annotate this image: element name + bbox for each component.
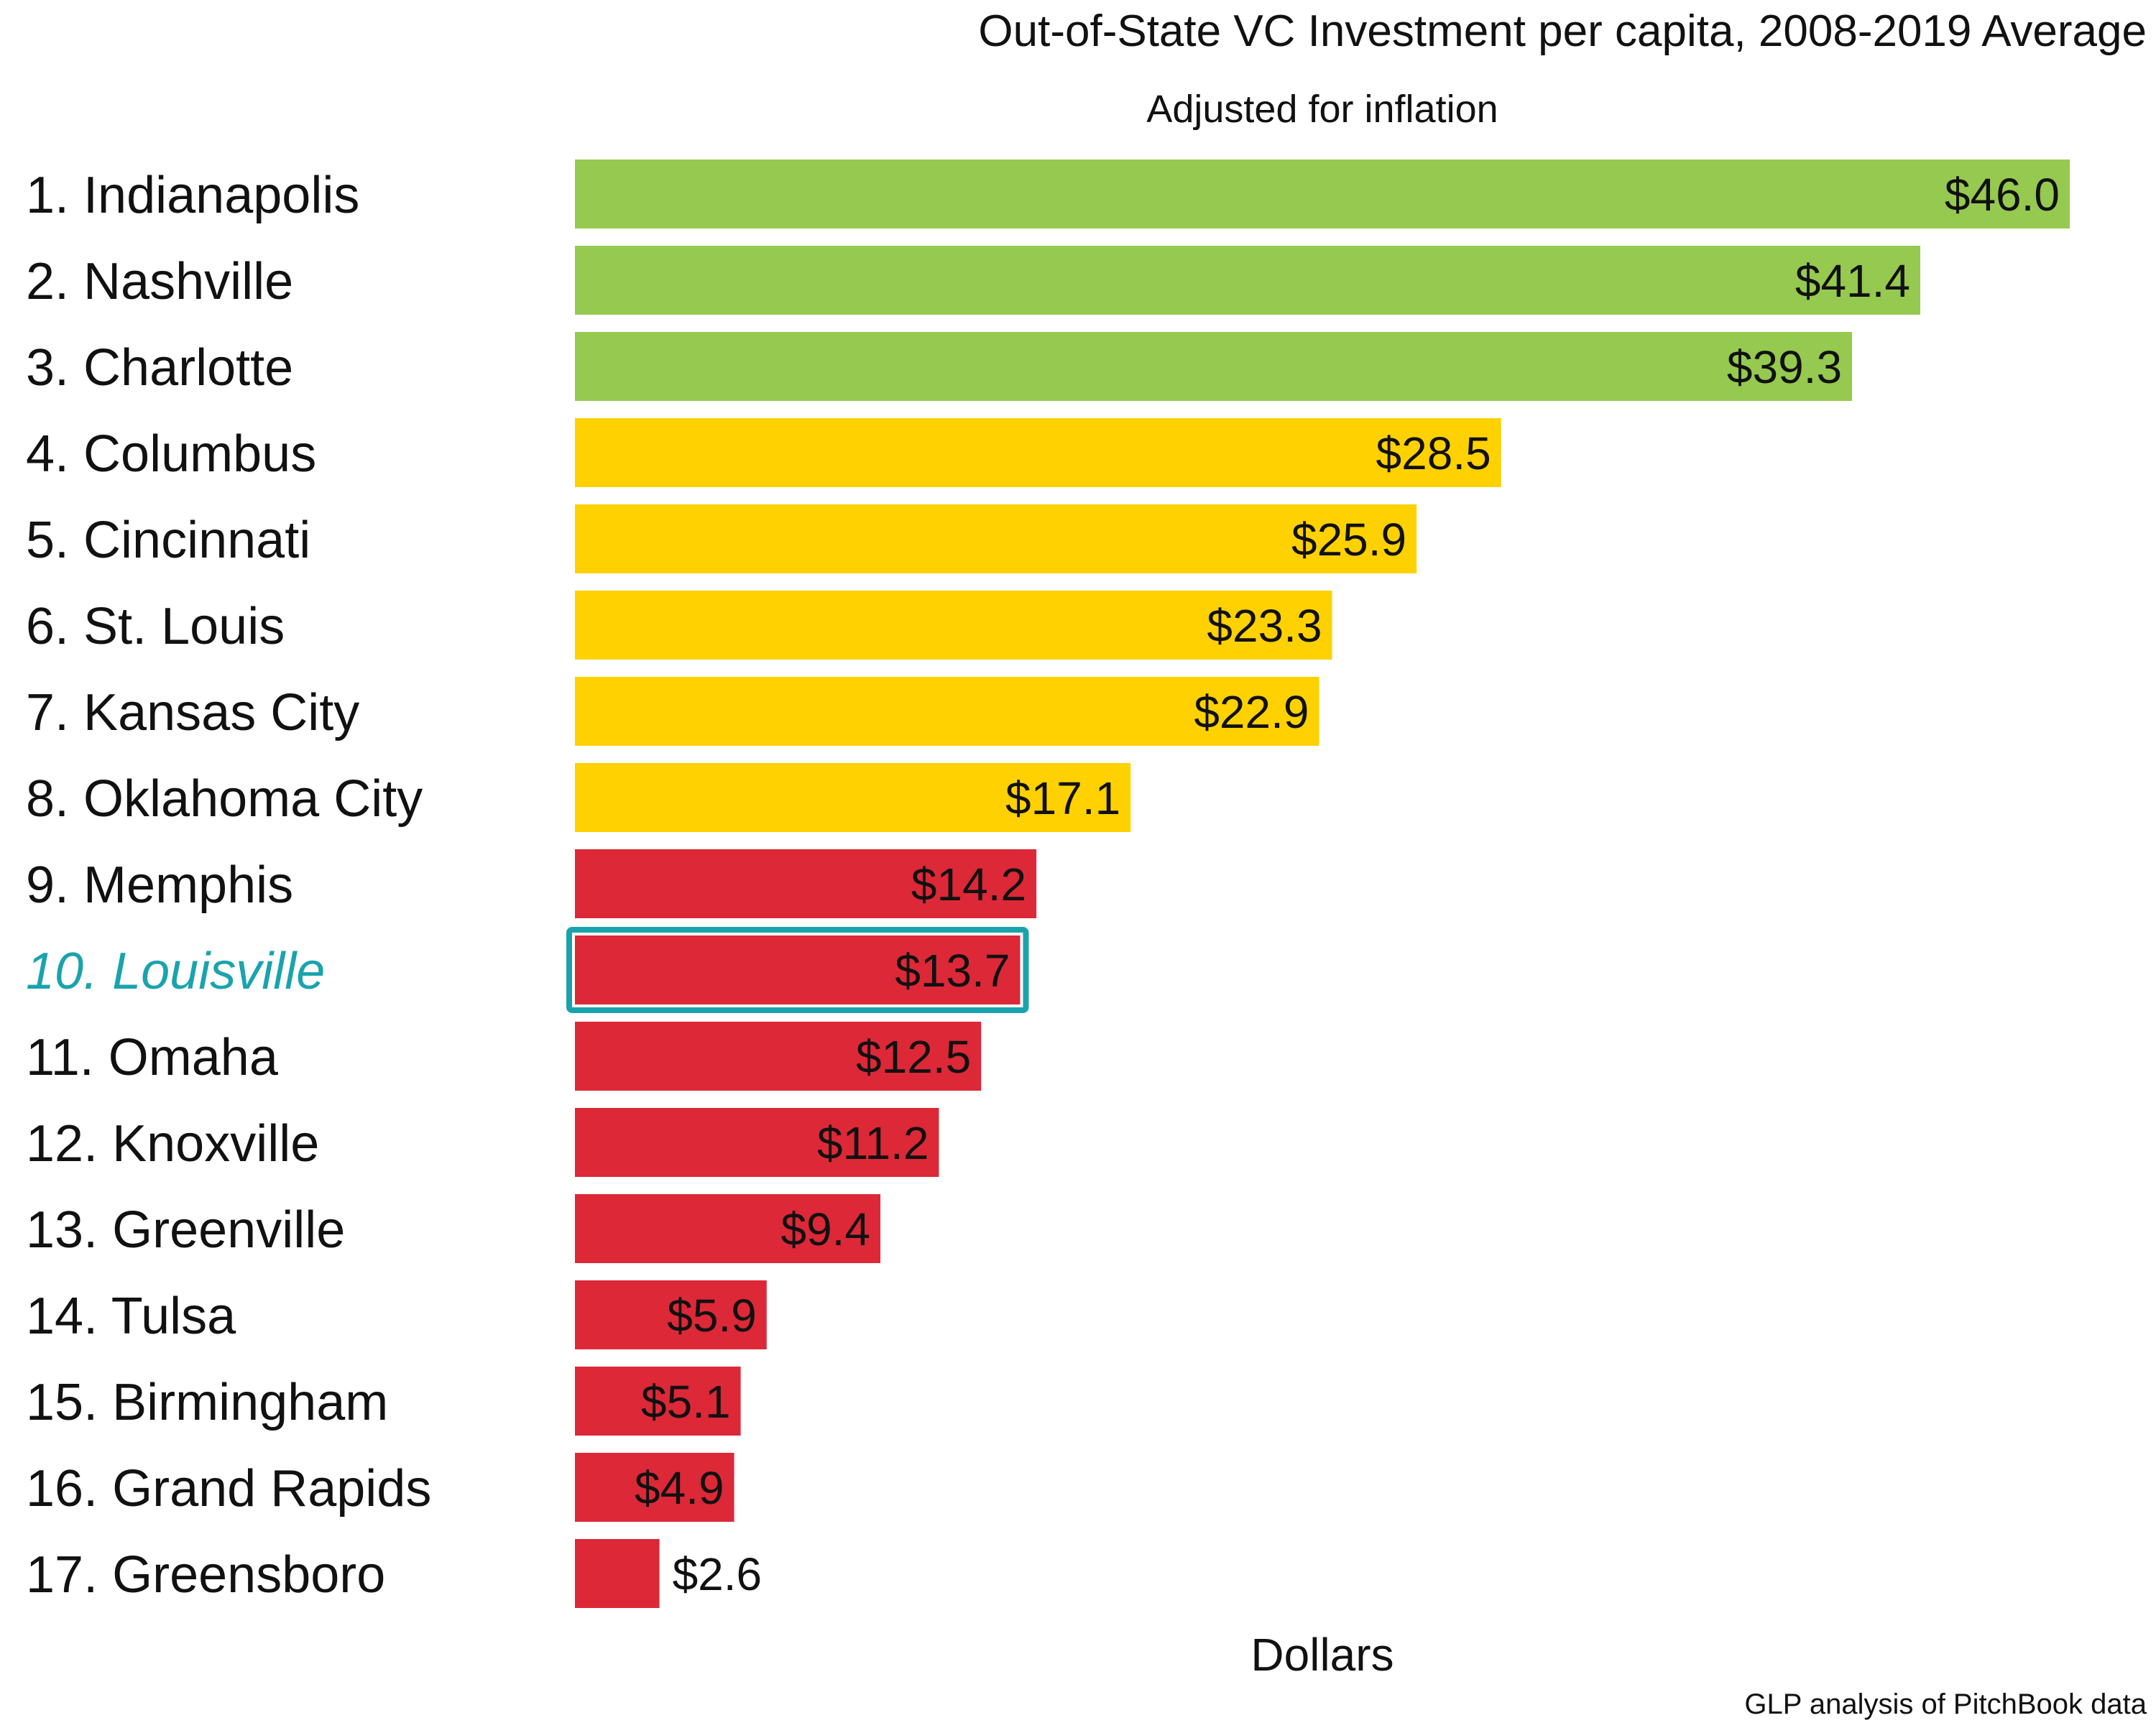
bar [575,1108,939,1177]
value-label: $46.0 [1945,169,2060,221]
bar [575,332,1853,401]
bar [575,504,1417,573]
value-label: $28.5 [1376,428,1491,479]
value-label: $9.4 [780,1203,870,1255]
value-label: $22.9 [1194,686,1309,738]
value-label: $17.1 [1005,772,1120,824]
bar [575,1367,741,1436]
category-label: 14. Tulsa [26,1288,236,1345]
category-label: 6. St. Louis [26,598,285,655]
bar [575,849,1037,918]
category-label: 8. Oklahoma City [26,770,423,828]
category-label: 2. Nashville [26,253,293,310]
category-label: 17. Greensboro [26,1546,385,1604]
value-label: $39.3 [1727,341,1842,393]
bar [575,1539,660,1608]
value-label: $5.9 [667,1290,757,1341]
source-note: GLP analysis of PitchBook data [1744,1688,2147,1720]
category-label: 15. Birmingham [26,1374,388,1431]
category-label: 11. Omaha [26,1029,279,1086]
value-label: $5.1 [641,1376,731,1428]
category-label: 9. Memphis [26,856,293,914]
value-label: $4.9 [635,1462,724,1514]
bar [575,763,1131,832]
category-label: 1. Indianapolis [26,167,359,224]
value-label: $41.4 [1795,255,1910,307]
bar [575,160,2070,228]
bar [575,1022,982,1091]
bar [575,1453,734,1522]
value-label: $25.9 [1291,514,1406,565]
chart-title: Out-of-State VC Investment per capita, 2… [978,6,2147,56]
category-label: 7. Kansas City [26,684,359,741]
bar [575,677,1319,746]
value-label: $13.7 [895,945,1010,997]
category-label: 4. Columbus [26,425,316,483]
bar [575,418,1501,487]
category-label: 13. Greenville [26,1201,345,1259]
category-label: 3. Charlotte [26,339,293,397]
highlight-outline [566,927,1029,1013]
category-label: 10. Louisville [26,943,325,1000]
category-label: 12. Knoxville [26,1115,319,1173]
bars-group: 1. Indianapolis $46.0 2. Nashville $41.4 3. … [26,160,2070,1608]
value-label: $12.5 [856,1031,971,1083]
x-axis-label: Dollars [1250,1629,1393,1681]
value-label: $23.3 [1207,600,1322,652]
value-label: $11.2 [817,1117,929,1169]
value-label: $2.6 [673,1548,763,1600]
bar [575,1280,767,1349]
category-label: 5. Cincinnati [26,512,310,569]
bar [575,246,1920,315]
bar [575,1194,881,1263]
chart-subtitle: Adjusted for inflation [1146,88,1498,131]
value-label: $14.2 [911,859,1026,910]
category-label: 16. Grand Rapids [26,1460,431,1517]
bar [575,591,1332,660]
bar [575,935,1021,1004]
